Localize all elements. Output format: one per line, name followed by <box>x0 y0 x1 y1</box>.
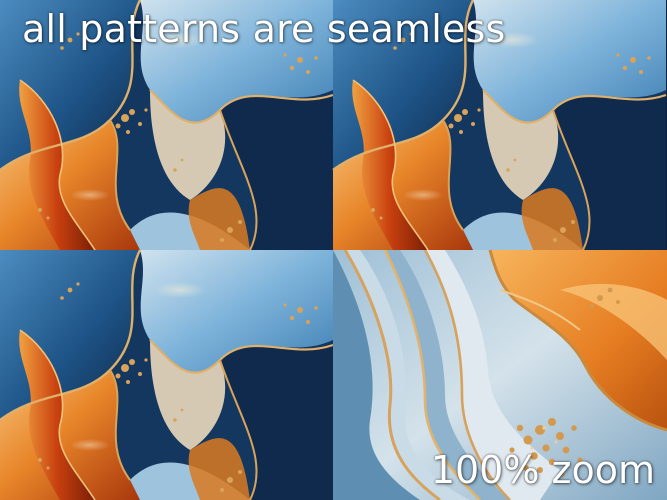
zoom-level-label: 100% zoom <box>430 448 655 492</box>
zoom-inset <box>333 250 667 500</box>
seamless-headline: all patterns are seamless <box>22 7 506 51</box>
